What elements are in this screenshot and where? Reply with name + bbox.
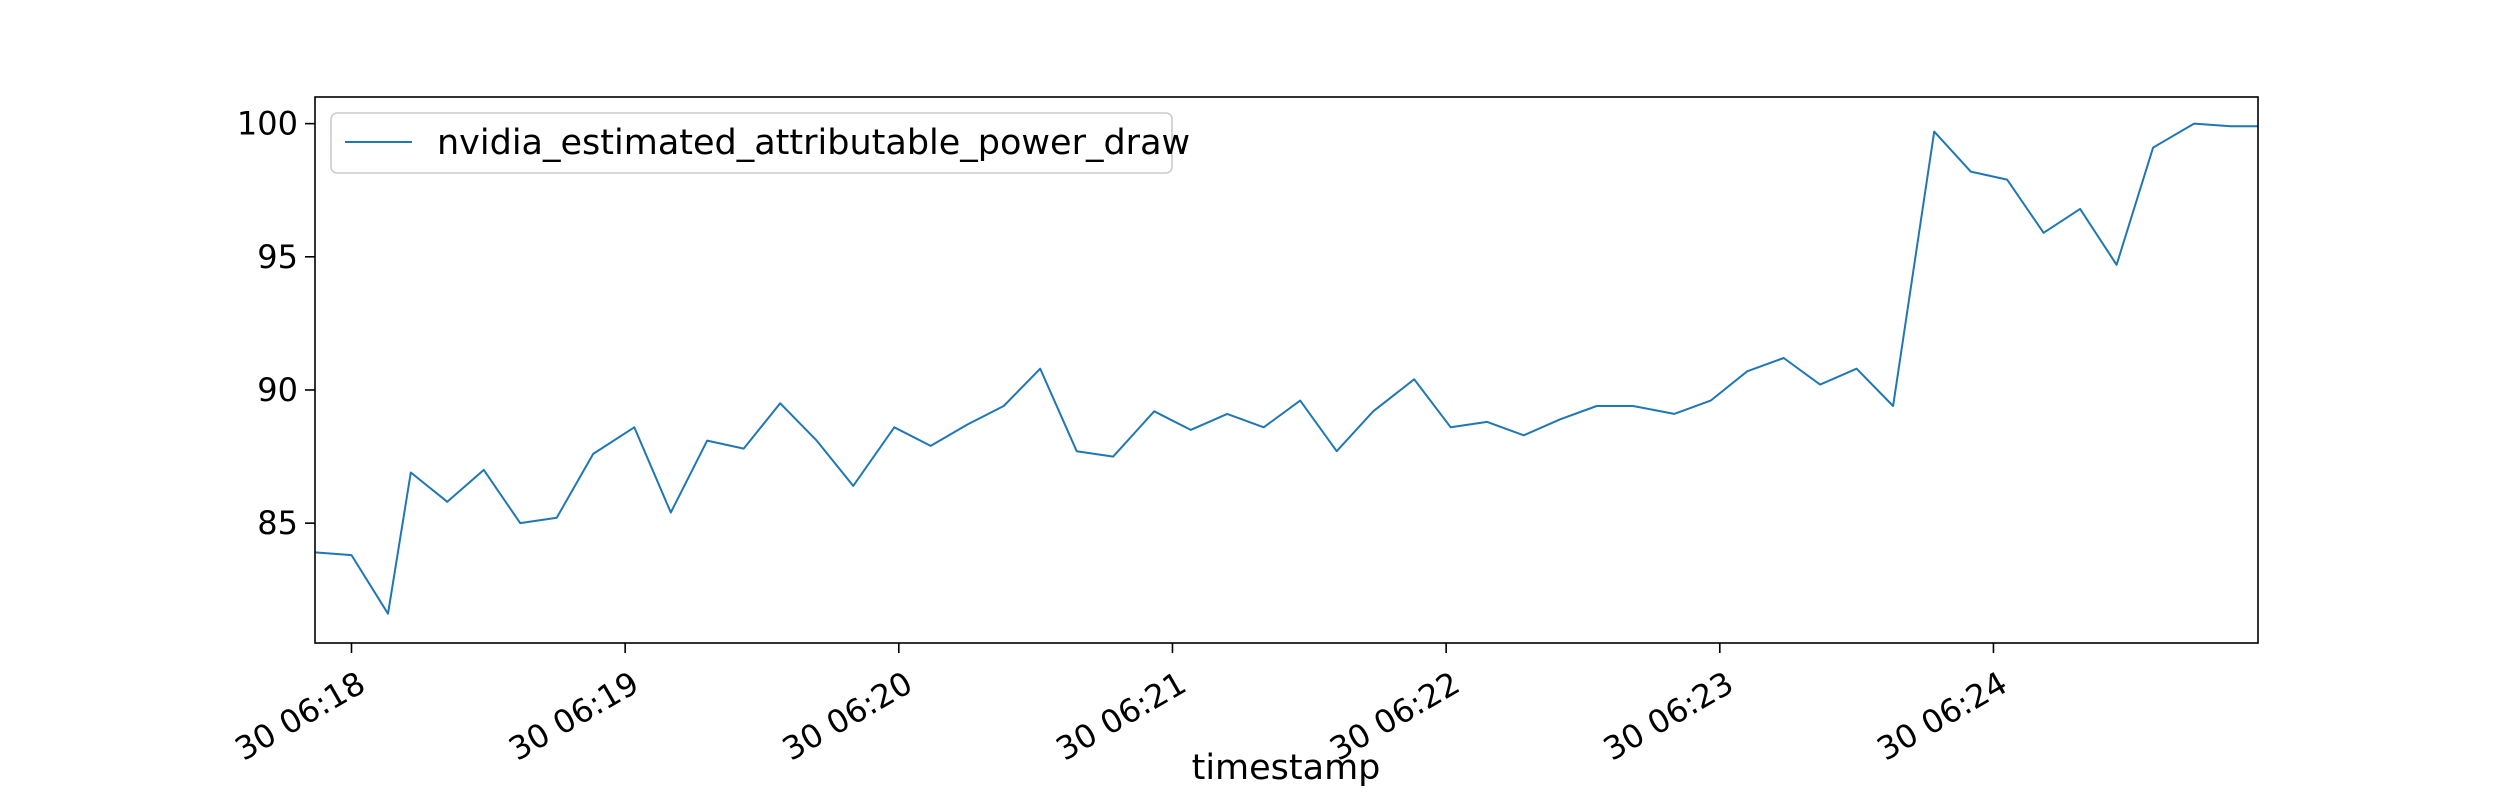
legend-label: nvidia_estimated_attributable_power_draw: [437, 123, 1190, 163]
x-tick-label: 30 06:21: [1050, 664, 1193, 768]
legend: nvidia_estimated_attributable_power_draw: [330, 112, 1190, 174]
x-tick-label: 30 06:24: [1871, 664, 2014, 768]
y-tick-label: 95: [257, 238, 298, 276]
x-tick-label: 30 06:23: [1597, 664, 1740, 768]
y-axis-ticks: 85 90 95 100: [237, 105, 315, 542]
series-line: [314, 122, 2258, 615]
y-tick-label: 90: [257, 371, 298, 409]
x-tick-label: 30 06:18: [229, 664, 372, 768]
y-tick-label: 100: [237, 105, 298, 143]
series-lines: [314, 122, 2258, 615]
x-axis-ticks: 30 06:18 30 06:19 30 06:20 30 06:21 30 06:22…: [229, 643, 2014, 768]
x-tick-label: 30 06:20: [776, 664, 919, 768]
y-tick-label: 85: [257, 504, 298, 542]
x-tick-label: 30 06:19: [502, 664, 645, 768]
plot-frame: [314, 96, 2259, 644]
legend-box: [330, 112, 1173, 174]
x-axis-label: timestamp: [1192, 748, 1381, 788]
